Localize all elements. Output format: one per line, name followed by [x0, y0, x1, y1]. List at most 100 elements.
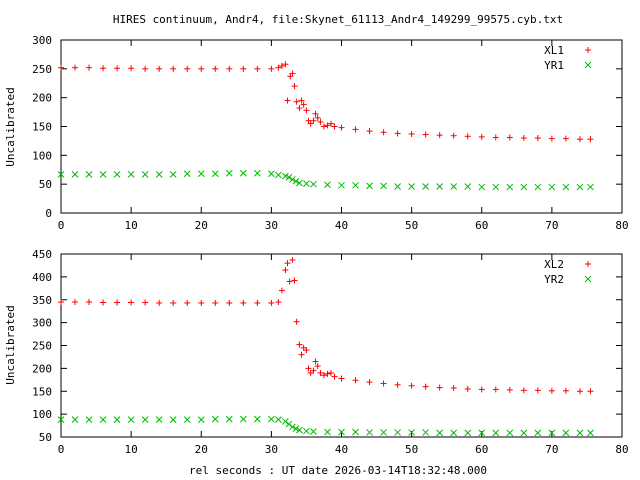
data-point — [99, 416, 107, 423]
plot-frame — [60, 253, 623, 438]
legend-label: XL1 — [544, 44, 564, 57]
data-point — [155, 416, 163, 423]
data-point — [562, 429, 570, 437]
data-point — [478, 386, 485, 393]
data-point — [366, 379, 373, 386]
data-point — [85, 416, 93, 423]
data-point — [141, 171, 149, 178]
data-point — [170, 299, 177, 306]
data-point — [338, 181, 345, 189]
series-YR1 — [57, 169, 594, 191]
data-point — [310, 367, 317, 374]
data-point — [352, 126, 359, 133]
data-point — [352, 377, 359, 384]
legend-marker — [584, 275, 592, 283]
data-point — [331, 373, 338, 380]
y-tick-label: 350 — [32, 294, 52, 307]
data-point — [169, 416, 177, 423]
data-point — [534, 429, 542, 437]
data-point — [317, 369, 324, 376]
data-point — [307, 120, 314, 127]
data-point — [184, 299, 191, 306]
data-point — [312, 110, 319, 117]
data-point — [422, 429, 430, 436]
data-point — [548, 387, 555, 394]
data-point — [506, 386, 513, 393]
data-point — [436, 384, 443, 391]
data-point — [303, 427, 310, 435]
legend-marker — [584, 61, 592, 69]
data-point — [317, 118, 324, 125]
data-point — [72, 64, 79, 71]
data-point — [226, 65, 233, 72]
data-point — [324, 370, 331, 377]
data-point — [436, 183, 444, 190]
data-point — [86, 299, 93, 306]
data-point — [114, 65, 121, 72]
data-point — [291, 277, 298, 284]
data-point — [58, 299, 64, 306]
data-point — [408, 130, 415, 137]
data-point — [289, 176, 296, 183]
data-point — [534, 183, 542, 191]
data-point — [212, 65, 219, 72]
data-point — [127, 171, 135, 178]
data-point — [576, 388, 583, 395]
data-point — [298, 97, 305, 104]
data-point — [303, 347, 310, 354]
data-point — [380, 429, 387, 436]
data-point — [310, 428, 317, 435]
data-point — [296, 105, 303, 112]
data-point — [183, 170, 191, 178]
data-point — [576, 429, 584, 437]
data-point — [254, 65, 261, 72]
chart-title: HIRES continuum, Andr4, file:Skynet_6111… — [113, 13, 563, 26]
data-point — [85, 171, 93, 178]
data-point — [576, 183, 584, 191]
data-point — [478, 429, 486, 437]
data-point — [128, 299, 135, 306]
data-point — [58, 64, 64, 71]
x-tick-label: 0 — [58, 443, 65, 456]
data-point — [99, 171, 107, 178]
data-point — [450, 183, 458, 190]
data-point — [520, 387, 527, 394]
data-point — [394, 130, 401, 137]
data-point — [275, 64, 282, 71]
data-point — [331, 123, 338, 130]
data-point — [141, 416, 149, 423]
data-point — [142, 299, 149, 306]
data-point — [587, 136, 594, 143]
y-tick-label: 450 — [32, 248, 52, 261]
data-point — [278, 62, 285, 69]
data-point — [408, 382, 415, 389]
data-point — [324, 122, 331, 129]
data-point — [310, 117, 317, 124]
data-point — [198, 299, 205, 306]
x-tick-label: 20 — [195, 219, 208, 232]
data-point — [300, 101, 307, 108]
data-point — [506, 134, 513, 141]
y-tick-label: 300 — [32, 34, 52, 47]
data-point — [284, 97, 291, 104]
data-point — [464, 429, 472, 437]
data-point — [408, 183, 415, 190]
series-YR2 — [57, 415, 594, 437]
y-axis-label: Uncalibrated — [4, 87, 17, 166]
data-point — [320, 123, 327, 130]
x-tick-label: 30 — [265, 219, 278, 232]
data-point — [282, 418, 289, 425]
data-point — [212, 299, 219, 306]
data-point — [327, 369, 334, 376]
data-point — [114, 299, 121, 306]
data-point — [268, 65, 275, 72]
data-point — [506, 429, 514, 437]
bottom-plot: 0 10 20 30 40 50 60 70 80 50 100 150 200 250 300 350 400… — [4, 248, 629, 456]
data-point — [324, 428, 331, 436]
data-point — [338, 375, 345, 382]
data-point — [282, 61, 289, 68]
x-tick-label: 80 — [615, 219, 628, 232]
top-plot: 0 10 20 30 40 50 60 70 80 0 50 100 150 200 250 300 Uncal… — [4, 34, 629, 232]
data-point — [275, 416, 282, 423]
